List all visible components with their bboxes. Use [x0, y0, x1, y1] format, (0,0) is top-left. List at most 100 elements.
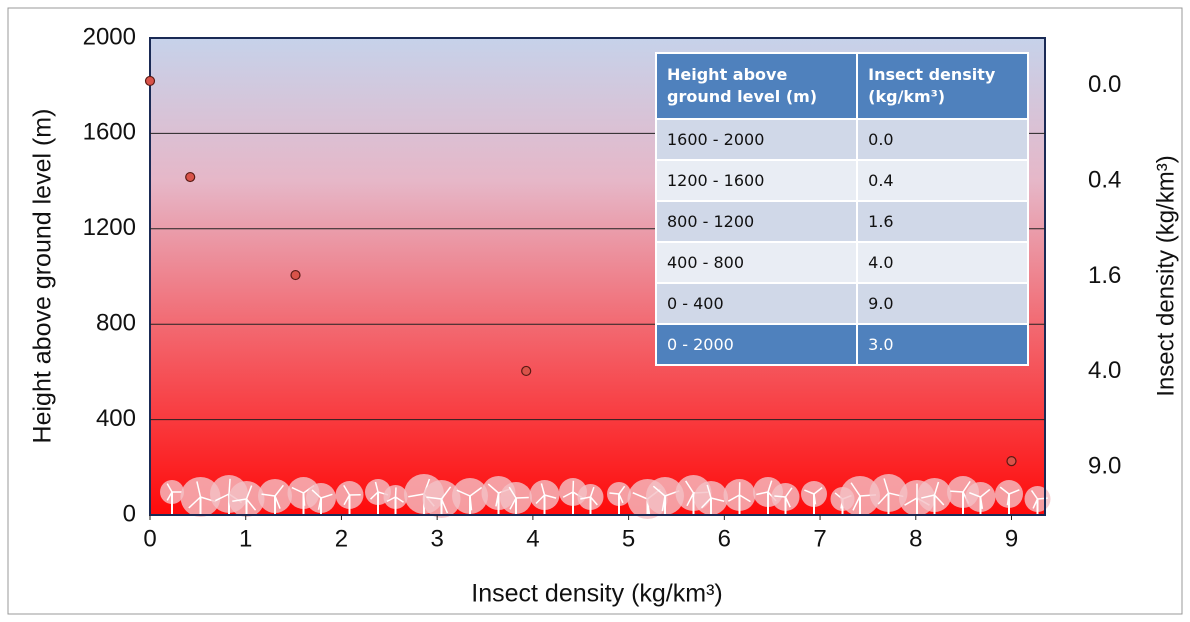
table-cell: 800 - 1200: [654, 200, 859, 243]
turbine-blade: [228, 478, 231, 495]
turbine-blade: [850, 482, 861, 497]
turbine-blade: [767, 480, 773, 493]
turbine-blade: [933, 494, 945, 506]
y-tick-label: 0: [123, 500, 136, 527]
turbine-blade: [509, 497, 517, 510]
turbine-blade: [813, 487, 823, 495]
y2-tick-label: 0.4: [1088, 166, 1121, 193]
frame: [7, 7, 1183, 615]
turbine-blade: [374, 481, 379, 493]
point: [185, 171, 196, 183]
turbine-blade: [686, 492, 695, 507]
turbine-blade: [852, 495, 861, 511]
turbine-blade: [618, 485, 626, 495]
turbine-blade: [784, 496, 791, 508]
y2-tick-label: 4.0: [1088, 357, 1121, 384]
turbine-blade: [386, 496, 396, 503]
turbine-blade: [369, 491, 379, 500]
x-tick-label: 3: [430, 525, 443, 552]
turbine-blade: [395, 496, 404, 503]
turbine-blade: [232, 498, 247, 502]
turbine-blade: [904, 497, 918, 506]
table-row: 0 - 2000 3.0: [654, 323, 1029, 366]
turbine-blade: [979, 496, 984, 509]
point: [144, 75, 156, 87]
turbine-blade: [1032, 498, 1039, 509]
turbine-blade: [188, 496, 202, 509]
turbine-blade: [166, 483, 173, 493]
table-header: Height above ground level (m) Insect dens…: [654, 52, 1029, 120]
y-tick-label: 400: [96, 405, 136, 432]
turbine-blade: [291, 486, 304, 494]
turbine-blade: [701, 497, 712, 509]
x-tick-label: 8: [909, 525, 922, 552]
turbines: [160, 474, 1051, 519]
y2-tick-label: 1.6: [1088, 262, 1121, 289]
column-header: Height above ground level (m): [654, 52, 859, 120]
turbine-blade: [813, 493, 817, 505]
table-cell: 3.0: [856, 323, 1029, 366]
turbine-blade: [456, 489, 471, 497]
table-cell: 9.0: [856, 282, 1029, 325]
turbine-blade: [274, 484, 284, 497]
column-header: Insect density (kg/km³): [856, 52, 1029, 120]
turbine-blade: [245, 485, 253, 500]
x-tick-label: 9: [1005, 525, 1018, 552]
y-tick-label: 2000: [83, 23, 136, 50]
turbine-blade: [580, 496, 591, 500]
turbine-blade: [469, 495, 473, 511]
x-axis-label: Insect density (kg/km³): [471, 580, 722, 608]
turbine-blade: [1008, 489, 1020, 495]
turbine-blade: [632, 492, 648, 500]
x-tick-label: 5: [622, 525, 635, 552]
table-cell: 0 - 2000: [654, 323, 859, 366]
turbine-blade: [661, 495, 666, 512]
turbine-blade: [727, 494, 740, 502]
turbine-blade: [950, 490, 964, 493]
table-cell: 1200 - 1600: [654, 159, 859, 202]
table-cell: 1.6: [856, 200, 1029, 243]
turbine-blade: [706, 484, 712, 499]
table-cell: 0.4: [856, 159, 1029, 202]
turbine-blade: [215, 493, 230, 502]
turbine-blade: [980, 488, 991, 498]
table-cell: 0 - 400: [654, 282, 859, 325]
turbine-blade: [589, 496, 598, 506]
y-axis-label: Height above ground level (m): [29, 109, 57, 444]
x-tick-label: 7: [813, 525, 826, 552]
x-tick-label: 2: [335, 525, 348, 552]
turbine-blade: [487, 483, 499, 494]
turbine-blade: [440, 498, 449, 514]
turbine-blade: [1030, 490, 1039, 500]
x-tick-label: 4: [526, 525, 539, 552]
turbine-blade: [196, 481, 202, 498]
turbine-blade: [508, 486, 517, 499]
turbine-blade: [440, 486, 452, 500]
y-tick-label: 1200: [83, 214, 136, 241]
plot-border: [149, 37, 1046, 516]
turbine-blade: [589, 486, 595, 498]
turbine-blade: [618, 493, 624, 504]
turbine-blade: [739, 494, 751, 503]
turbine-blade: [302, 492, 306, 506]
turbine-blade: [261, 493, 276, 497]
point: [290, 269, 301, 281]
turbine-blade: [166, 491, 173, 501]
turbine-blade: [343, 485, 351, 496]
y-tick-label: 1600: [83, 119, 136, 146]
x-tick-label: 1: [239, 525, 252, 552]
turbine-blade: [394, 487, 397, 498]
table-cell: 0.0: [856, 118, 1029, 161]
table-row: 0 - 400 9.0: [654, 282, 1029, 325]
turbine-blade: [999, 486, 1010, 495]
turbine-blade: [774, 495, 786, 498]
table-row: 1600 - 2000 0.0: [654, 118, 1029, 161]
turbine-blade: [877, 492, 890, 505]
y2-tick-label: 0.0: [1088, 71, 1121, 98]
turbine-blade: [495, 492, 500, 507]
table-row: 800 - 1200 1.6: [654, 200, 1029, 243]
y2-tick-label: 9.0: [1088, 453, 1121, 480]
turbine-blade: [245, 498, 257, 511]
turbine-blade: [274, 495, 281, 509]
